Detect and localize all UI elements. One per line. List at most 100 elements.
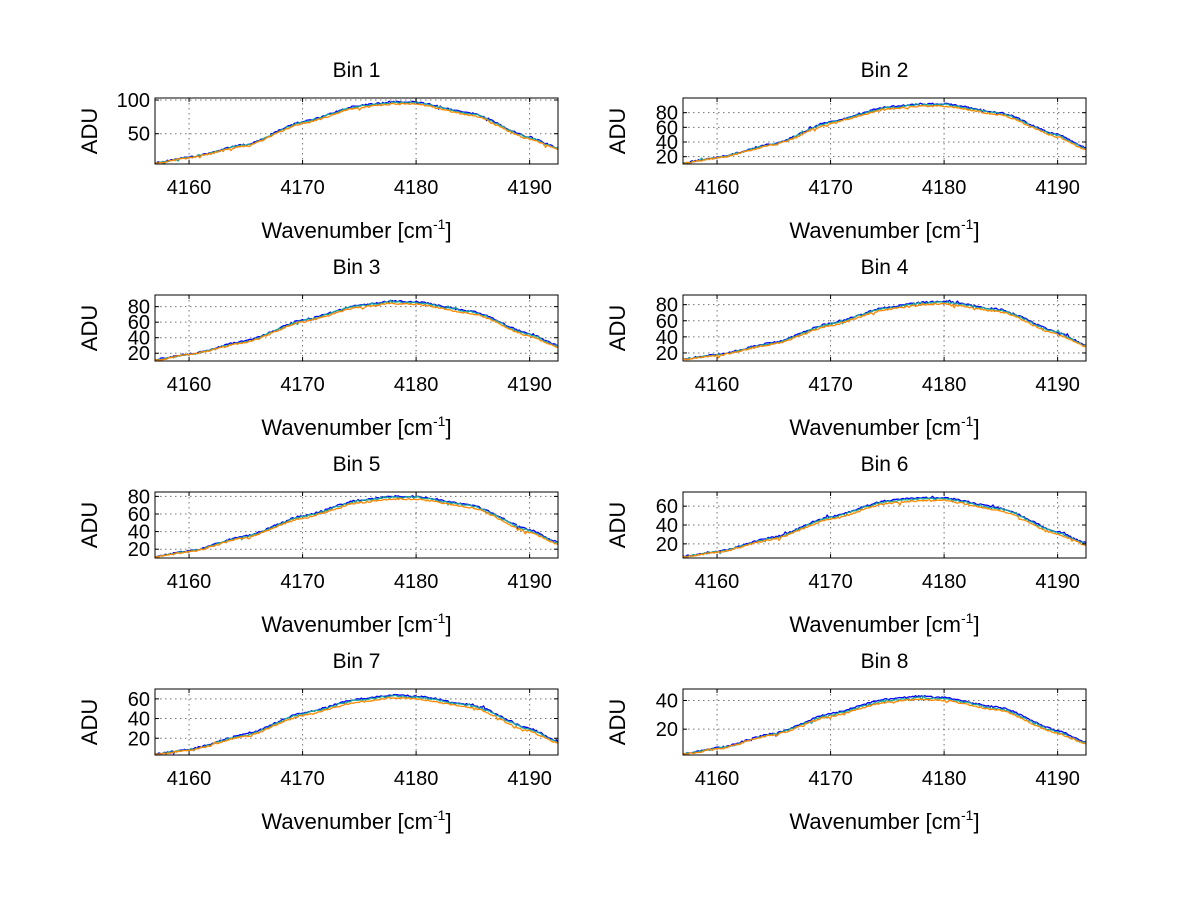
y-tick-label: 80 (656, 295, 678, 317)
series-line-s1 (154, 494, 559, 558)
y-axis-label: ADU (77, 108, 102, 154)
x-axis-label: Wavenumber [cm-1] (261, 807, 451, 834)
x-tick-label: 4170 (280, 177, 325, 199)
x-tick-label: 4190 (507, 177, 552, 199)
y-tick-label: 80 (128, 297, 150, 319)
series-line-s2 (682, 497, 1087, 558)
x-tick-label: 4190 (1035, 374, 1080, 396)
subplot-title: Bin 1 (333, 59, 381, 82)
x-tick-label: 4180 (922, 374, 967, 396)
series-line-s3 (682, 302, 1087, 361)
x-tick-label: 4190 (1035, 571, 1080, 593)
x-tick-label: 4180 (394, 768, 439, 790)
x-tick-label: 4170 (808, 571, 853, 593)
series-line-s2 (154, 101, 559, 165)
axes-box (154, 491, 559, 559)
series-line-s3 (154, 102, 559, 165)
y-tick-label: 40 (128, 709, 150, 731)
subplot-title: Bin 4 (861, 256, 909, 279)
series-line-s3 (683, 104, 1087, 165)
x-tick-label: 4160 (695, 177, 740, 199)
x-tick-label: 4160 (167, 768, 212, 790)
y-tick-label: 80 (656, 103, 678, 125)
x-tick-label: 4180 (394, 571, 439, 593)
series-line-s1 (682, 495, 1087, 558)
x-tick-label: 4170 (280, 571, 325, 593)
y-tick-label: 40 (128, 328, 150, 350)
x-axis-label: Wavenumber [cm-1] (261, 610, 451, 637)
x-axis-label-end: ] (445, 809, 451, 834)
x-tick-label: 4160 (695, 768, 740, 790)
subplot-title: Bin 7 (333, 650, 381, 673)
y-tick-label: 20 (656, 534, 678, 556)
x-axis-label-superscript: -1 (961, 807, 974, 823)
subplot-title: Bin 6 (861, 453, 909, 476)
y-axis-label: ADU (605, 108, 630, 154)
subplot-8: 4160 4170 4180 4190 20 40 Bin 8 ADU Wavenumber [… (605, 650, 1087, 834)
series-line-s2 (154, 694, 559, 756)
y-tick-label: 20 (656, 147, 678, 169)
x-tick-label: 4190 (507, 571, 552, 593)
x-axis-label: Wavenumber [cm-1] (789, 807, 979, 834)
x-axis-label-text: Wavenumber [cm (789, 415, 961, 440)
x-tick-label: 4180 (394, 374, 439, 396)
series-line-s2 (682, 103, 1086, 165)
y-tick-label: 40 (128, 522, 150, 544)
x-axis-label-text: Wavenumber [cm (261, 612, 433, 637)
x-tick-label: 4170 (280, 768, 325, 790)
series-line-s2 (682, 695, 1087, 755)
subplot-1: 4160 4170 4180 4190 50 100 Bin 1 ADU Wavenumber … (77, 59, 559, 243)
x-axis-label-superscript: -1 (961, 610, 974, 626)
y-axis-label: ADU (77, 502, 102, 548)
y-tick-label: 60 (656, 311, 678, 333)
x-axis-label-end: ] (445, 218, 451, 243)
y-tick-label: 60 (656, 496, 678, 518)
x-axis-label-text: Wavenumber [cm (261, 415, 433, 440)
series-line-s3 (682, 698, 1087, 756)
series-line-s2 (682, 301, 1087, 360)
x-axis-label-superscript: -1 (961, 413, 974, 429)
series-line-s1 (154, 693, 559, 756)
subplot-title: Bin 2 (861, 59, 909, 82)
y-tick-label: 60 (128, 689, 150, 711)
x-axis-label-end: ] (445, 612, 451, 637)
x-axis-label-superscript: -1 (433, 413, 446, 429)
y-tick-label: 50 (128, 124, 150, 146)
x-tick-label: 4160 (695, 374, 740, 396)
y-tick-label: 20 (656, 719, 678, 741)
y-axis-label: ADU (77, 305, 102, 351)
series-line-s3 (155, 696, 559, 756)
x-axis-label-end: ] (973, 809, 979, 834)
x-axis-label-text: Wavenumber [cm (789, 612, 961, 637)
x-axis-label: Wavenumber [cm-1] (261, 216, 451, 243)
x-axis-label: Wavenumber [cm-1] (789, 610, 979, 637)
series-line-s2 (154, 299, 559, 361)
y-axis-label: ADU (605, 699, 630, 745)
y-tick-label: 20 (128, 343, 150, 365)
axes-box (154, 688, 559, 756)
x-tick-label: 4160 (167, 374, 212, 396)
series-line-s2 (154, 495, 559, 558)
series-line-s3 (154, 497, 559, 559)
x-tick-label: 4160 (695, 571, 740, 593)
x-tick-label: 4160 (167, 177, 212, 199)
x-axis-label-text: Wavenumber [cm (261, 218, 433, 243)
y-axis-label: ADU (605, 502, 630, 548)
x-axis-label-text: Wavenumber [cm (261, 809, 433, 834)
subplot-title: Bin 5 (333, 453, 381, 476)
x-axis-label: Wavenumber [cm-1] (261, 413, 451, 440)
x-axis-label: Wavenumber [cm-1] (789, 413, 979, 440)
y-tick-label: 60 (128, 504, 150, 526)
y-tick-label: 40 (656, 327, 678, 349)
y-tick-label: 60 (128, 312, 150, 334)
axes-box (682, 97, 1087, 165)
x-tick-label: 4190 (1035, 768, 1080, 790)
x-axis-label-superscript: -1 (961, 216, 974, 232)
y-tick-label: 40 (656, 515, 678, 537)
